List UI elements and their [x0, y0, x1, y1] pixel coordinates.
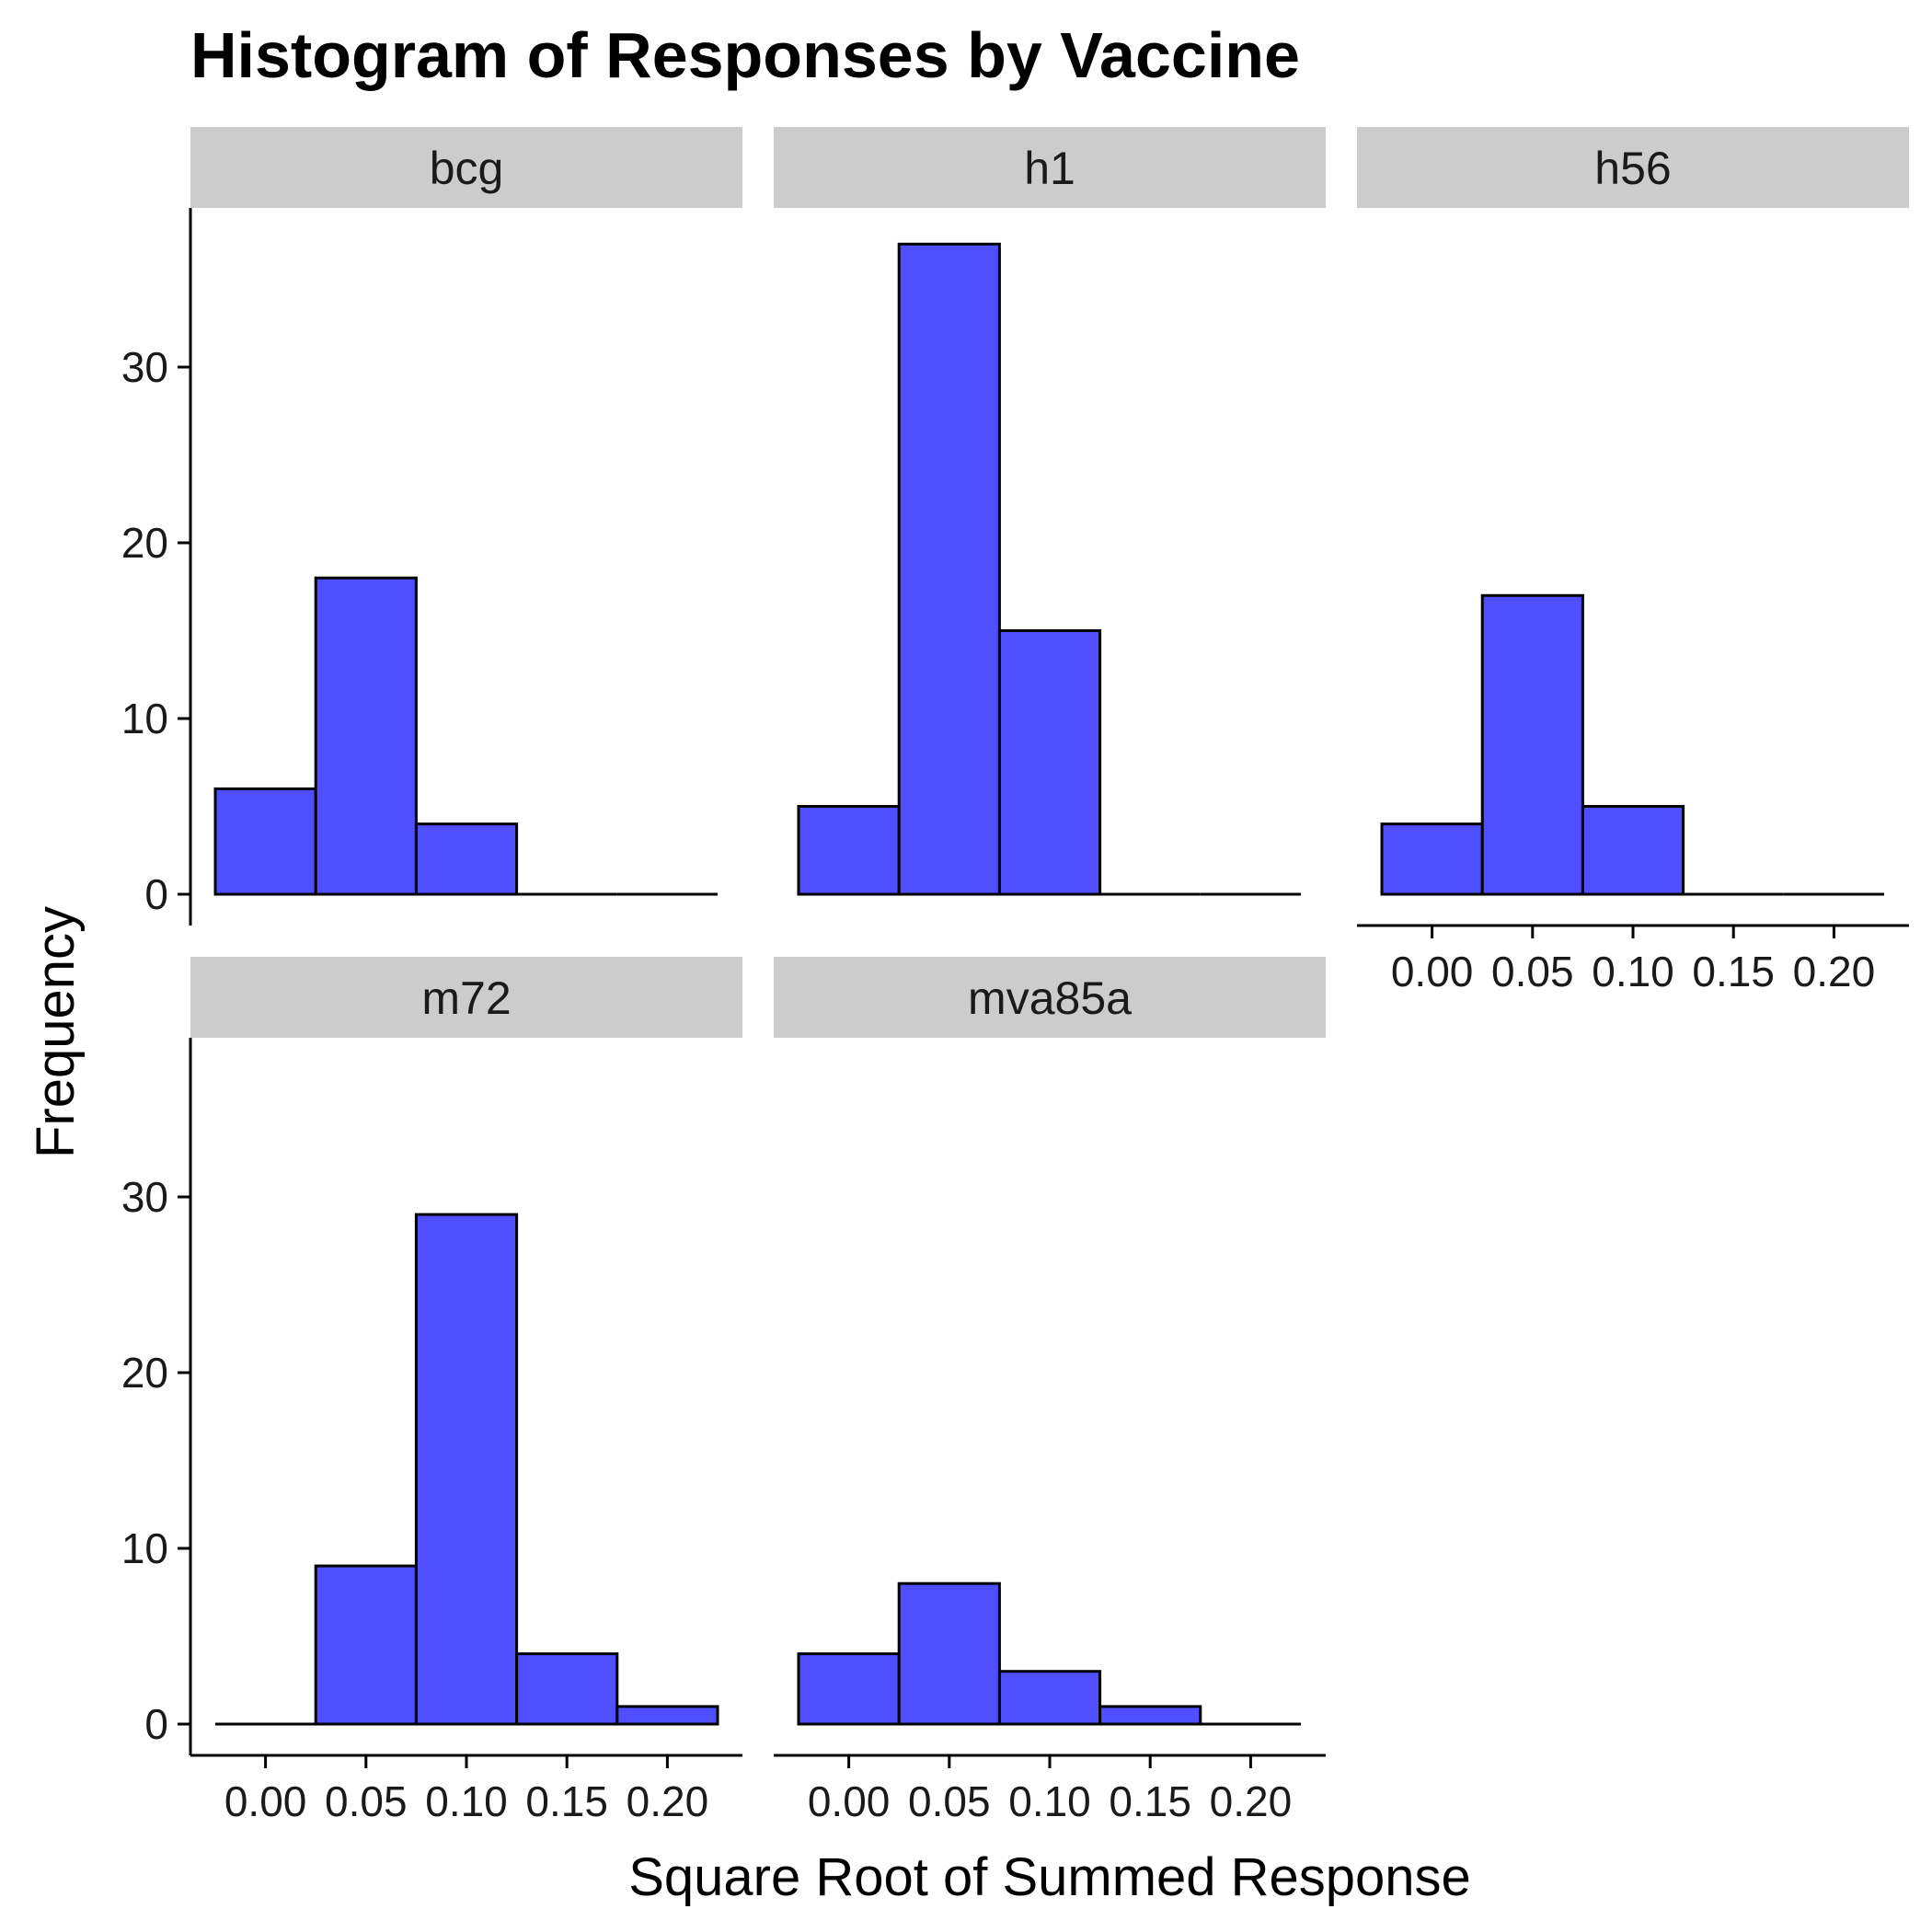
facet-strip-label: mva85a — [968, 972, 1132, 1024]
histogram-bar — [314, 1564, 418, 1726]
x-tick-label: 0.20 — [1793, 948, 1876, 995]
y-tick-label: 10 — [121, 1524, 168, 1572]
y-tick-label: 20 — [121, 1349, 168, 1397]
x-tick-label: 0.15 — [1692, 948, 1775, 995]
facet-panel-mva85a: mva85a 0.00 0.05 0.10 0.15 0.20 — [774, 957, 1326, 1825]
x-tick-label: 0.10 — [1592, 948, 1674, 995]
histogram-bar — [615, 1705, 719, 1726]
facet-panel-bcg: bcg 0 10 20 30 — [121, 127, 742, 926]
histogram-bar — [897, 242, 1001, 896]
facet-strip-label: h56 — [1594, 143, 1671, 194]
y-tick-label: 30 — [121, 343, 168, 391]
x-tick-label: 0.00 — [1391, 948, 1474, 995]
x-tick-label: 0.15 — [1109, 1777, 1191, 1825]
histogram-bar — [1380, 822, 1484, 896]
histogram-bar — [213, 787, 317, 896]
y-tick-label: 20 — [121, 519, 168, 567]
y-tick-label: 0 — [144, 1700, 168, 1748]
histogram-bar — [1480, 593, 1584, 896]
x-tick-label: 0.00 — [808, 1777, 891, 1825]
histogram-bar — [414, 822, 519, 896]
histogram-bar — [997, 1670, 1102, 1726]
y-tick-label: 30 — [121, 1173, 168, 1221]
facet-strip-label: h1 — [1024, 143, 1075, 194]
histogram-bar — [314, 576, 418, 896]
histogram-bar — [1581, 805, 1685, 896]
facet-strip-label: m72 — [421, 972, 511, 1024]
x-tick-label: 0.05 — [325, 1777, 408, 1825]
facet-strip — [1357, 127, 1909, 208]
x-tick-label: 0.10 — [425, 1777, 508, 1825]
histogram-bar — [897, 1581, 1001, 1726]
facet-panel-m72: m72 0 10 20 30 0.00 0.05 0.10 0.15 0.20 — [121, 957, 742, 1825]
facet-strip — [774, 957, 1326, 1038]
facet-strip — [190, 127, 742, 208]
histogram-bar — [1098, 1705, 1202, 1726]
x-tick-label: 0.20 — [627, 1777, 709, 1825]
histogram-bar — [997, 629, 1102, 896]
histogram-bar — [797, 805, 901, 896]
x-tick-label: 0.20 — [1210, 1777, 1293, 1825]
x-axis-title: Square Root of Summed Response — [628, 1847, 1471, 1907]
x-tick-label: 0.10 — [1008, 1777, 1091, 1825]
x-tick-label: 0.00 — [224, 1777, 307, 1825]
facet-panels: bcg 0 10 20 30 h1 h56 0.00 0.05 0.10 0.15 0.20 m72 0 1… — [121, 127, 1909, 1825]
facet-strip — [774, 127, 1326, 208]
histogram-bar — [515, 1652, 619, 1726]
facet-strip — [190, 957, 742, 1038]
histogram-bar — [414, 1213, 519, 1726]
facet-panel-h1: h1 — [774, 127, 1326, 896]
y-tick-label: 0 — [144, 870, 168, 918]
facet-strip-label: bcg — [430, 143, 504, 194]
chart-title: Histogram of Responses by Vaccine — [190, 19, 1300, 91]
facet-panel-h56: h56 0.00 0.05 0.10 0.15 0.20 — [1357, 127, 1909, 995]
x-tick-label: 0.05 — [908, 1777, 991, 1825]
y-axis-title: Frequency — [26, 906, 86, 1158]
histogram-bar — [797, 1652, 901, 1726]
x-tick-label: 0.15 — [525, 1777, 608, 1825]
x-tick-label: 0.05 — [1491, 948, 1574, 995]
y-tick-label: 10 — [121, 695, 168, 742]
